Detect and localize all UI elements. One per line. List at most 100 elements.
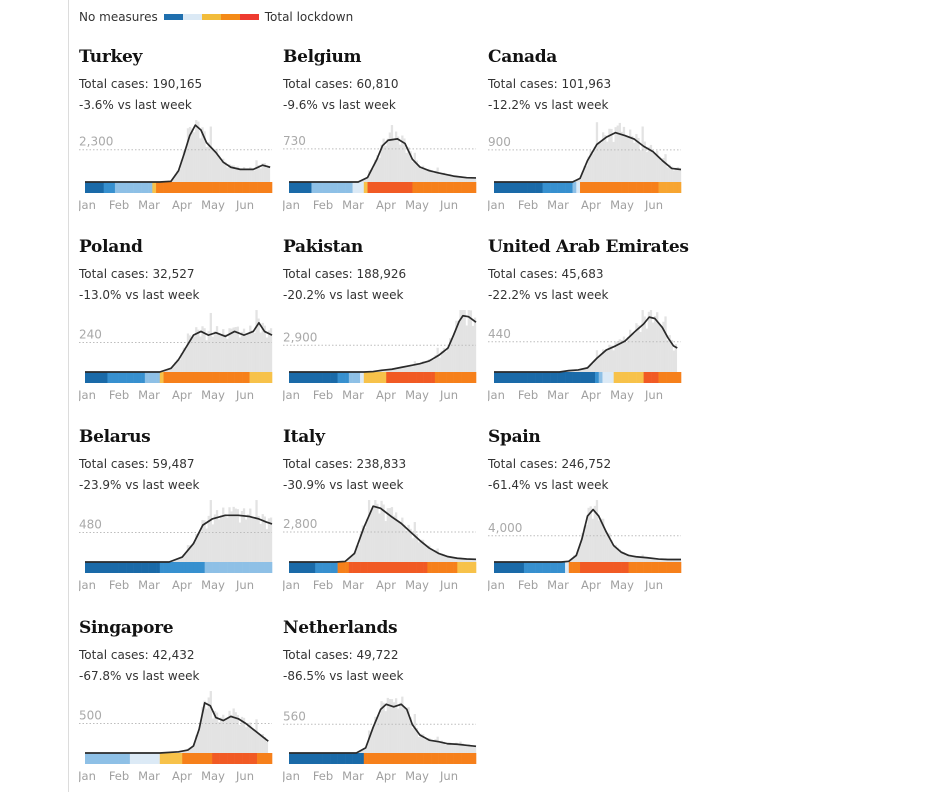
restriction-segment bbox=[85, 562, 89, 573]
month-label: Jun bbox=[439, 578, 458, 592]
restriction-segment bbox=[323, 562, 327, 573]
restriction-segment bbox=[386, 562, 390, 573]
restriction-segment bbox=[356, 372, 360, 383]
legend-swatch bbox=[240, 14, 259, 20]
restriction-segment bbox=[397, 372, 401, 383]
restriction-segment bbox=[289, 182, 293, 193]
daily-case-bar bbox=[430, 741, 432, 753]
daily-case-bar bbox=[432, 551, 434, 562]
restriction-segment bbox=[330, 562, 334, 573]
restriction-segment bbox=[137, 372, 141, 383]
daily-case-bar bbox=[658, 324, 660, 372]
restriction-segment bbox=[235, 562, 239, 573]
daily-case-bar bbox=[233, 328, 235, 372]
restriction-segment bbox=[300, 372, 304, 383]
restriction-segment bbox=[89, 372, 93, 383]
restriction-segment bbox=[289, 372, 293, 383]
restriction-segment bbox=[580, 562, 584, 573]
restriction-segment bbox=[349, 182, 353, 193]
restriction-segment bbox=[606, 182, 610, 193]
restriction-segment bbox=[446, 562, 450, 573]
restriction-segment bbox=[145, 372, 149, 383]
daily-case-bar bbox=[364, 528, 366, 562]
restriction-segment bbox=[677, 372, 681, 383]
restriction-segment bbox=[201, 182, 205, 193]
daily-case-bar bbox=[372, 508, 374, 562]
month-label: Jun bbox=[235, 198, 254, 212]
daily-case-bar bbox=[627, 137, 629, 182]
restriction-segment bbox=[126, 372, 130, 383]
restriction-segment bbox=[341, 562, 345, 573]
restriction-segment bbox=[677, 182, 681, 193]
restriction-segment bbox=[573, 562, 577, 573]
legend-right-label: Total lockdown bbox=[265, 10, 353, 24]
daily-case-bar bbox=[600, 143, 602, 182]
daily-case-bar bbox=[606, 142, 608, 182]
restriction-segment bbox=[528, 372, 532, 383]
restriction-segment bbox=[595, 182, 599, 193]
restriction-segment bbox=[371, 753, 375, 764]
restriction-segment bbox=[250, 562, 254, 573]
restriction-segment bbox=[149, 372, 153, 383]
daily-case-bar bbox=[631, 136, 633, 182]
restriction-segment bbox=[126, 562, 130, 573]
restriction-segment bbox=[145, 562, 149, 573]
daily-case-bar bbox=[266, 529, 268, 562]
daily-case-bar bbox=[218, 334, 220, 372]
daily-case-bar bbox=[610, 129, 612, 182]
restriction-segment bbox=[152, 753, 156, 764]
restriction-segment bbox=[134, 372, 138, 383]
restriction-segment bbox=[134, 182, 138, 193]
daily-case-bar bbox=[418, 364, 420, 372]
daily-case-bar bbox=[376, 504, 378, 562]
month-label: Jan bbox=[283, 198, 300, 212]
restriction-segment bbox=[92, 562, 96, 573]
country-title: Spain bbox=[488, 427, 541, 447]
month-label: Apr bbox=[581, 198, 601, 212]
restriction-segment bbox=[454, 182, 458, 193]
restriction-segment bbox=[111, 562, 115, 573]
total-cases: Total cases: 238,833 bbox=[283, 457, 406, 471]
restriction-segment bbox=[531, 182, 535, 193]
daily-case-bar bbox=[237, 509, 239, 562]
daily-case-bar bbox=[247, 514, 249, 562]
restriction-segment bbox=[311, 753, 315, 764]
daily-case-bar bbox=[631, 334, 633, 372]
restriction-segment bbox=[265, 562, 269, 573]
restriction-segment bbox=[242, 562, 246, 573]
daily-case-bar bbox=[418, 737, 420, 753]
restriction-segment bbox=[450, 182, 454, 193]
restriction-segment bbox=[390, 372, 394, 383]
restriction-segment bbox=[330, 753, 334, 764]
month-label: May bbox=[405, 198, 429, 212]
month-label: Apr bbox=[172, 198, 192, 212]
daily-case-bar bbox=[187, 334, 189, 372]
restriction-segment bbox=[617, 182, 621, 193]
daily-case-bar bbox=[437, 168, 439, 182]
restriction-segment bbox=[257, 182, 261, 193]
restriction-segment bbox=[345, 372, 349, 383]
daily-case-bar bbox=[383, 505, 385, 563]
restriction-segment bbox=[92, 753, 96, 764]
restriction-segment bbox=[100, 562, 104, 573]
month-label: Feb bbox=[518, 198, 538, 212]
month-label: Feb bbox=[109, 388, 129, 402]
restriction-segment bbox=[469, 753, 473, 764]
restriction-segment bbox=[205, 753, 209, 764]
daily-case-bar bbox=[264, 517, 266, 562]
restriction-segment bbox=[610, 182, 614, 193]
daily-case-bar bbox=[245, 519, 247, 562]
month-label: May bbox=[405, 388, 429, 402]
daily-case-bar bbox=[585, 369, 587, 372]
restriction-segment bbox=[390, 562, 394, 573]
restriction-segment bbox=[569, 182, 573, 193]
restriction-segment bbox=[186, 182, 190, 193]
restriction-segment bbox=[319, 753, 323, 764]
reference-label: 2,900 bbox=[283, 330, 317, 344]
month-label: May bbox=[201, 198, 225, 212]
restriction-segment bbox=[375, 753, 379, 764]
daily-case-bar bbox=[358, 545, 360, 562]
